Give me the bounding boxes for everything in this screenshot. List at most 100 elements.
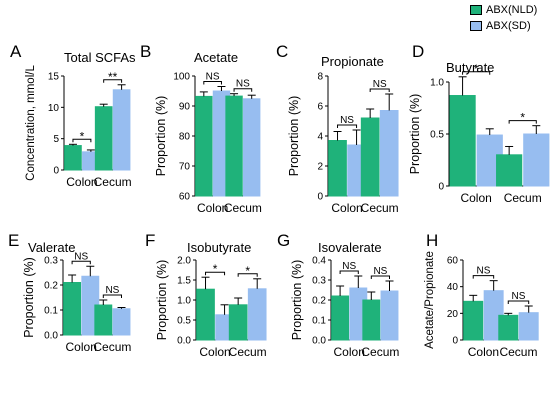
significance-bracket xyxy=(103,79,123,83)
significance-bracket xyxy=(233,88,253,92)
y-axis-label: Concentration, mmol/L xyxy=(25,65,37,181)
significance-label: ** xyxy=(108,70,118,84)
y-tick-label: 0.3 xyxy=(312,276,326,287)
y-tick-label: 70 xyxy=(179,162,191,173)
panel-title: Isobutyrate xyxy=(187,240,251,255)
bar xyxy=(63,282,82,336)
y-tick-label: 0.5 xyxy=(430,130,444,141)
significance-label: NS xyxy=(342,261,356,272)
panel-g: G Isovalerate 0.0 0.1 0.2 0.3 0.4 Proportion (%… xyxy=(277,231,399,359)
bar xyxy=(498,314,519,341)
bar xyxy=(196,288,215,341)
x-tick-label: Colon xyxy=(199,345,230,359)
y-tick-label: 0.1 xyxy=(44,306,58,317)
y-tick-label: 10 xyxy=(48,103,60,114)
y-tick-label: 0.4 xyxy=(312,256,326,267)
x-tick-label: Cecum xyxy=(94,175,132,189)
y-tick-label: 8 xyxy=(317,72,323,83)
bar xyxy=(331,295,350,341)
x-tick-label: Colon xyxy=(334,345,365,359)
y-tick-label: 0 xyxy=(53,166,59,177)
y-tick-label: 0.2 xyxy=(44,281,58,292)
legend-label-sd: ABX(SD) xyxy=(486,20,531,32)
y-axis-label: Proportion (%) xyxy=(287,96,301,177)
x-tick-label: Colon xyxy=(197,201,228,215)
panel-h: H 0 20 40 60 Acetate/Propionate NS Colon NS Cecum xyxy=(424,231,539,359)
bar xyxy=(64,145,82,171)
y-tick-label: 2.0 xyxy=(177,256,191,267)
panel-letter: B xyxy=(140,42,151,61)
x-tick-label: Colon xyxy=(66,340,97,354)
bar xyxy=(112,308,131,336)
panel-a: A Total SCFAs 0 5 10 15 Concentration, mmol/L *… xyxy=(10,42,136,189)
y-tick-label: 0.0 xyxy=(44,331,58,342)
x-tick-label: Cecum xyxy=(229,345,267,359)
bar xyxy=(228,304,248,341)
bar xyxy=(94,304,113,336)
y-tick-label: 1.5 xyxy=(177,276,191,287)
significance-label: * xyxy=(474,62,479,76)
legend-swatch-sd xyxy=(470,21,482,31)
panel-c: C Propionate 0 2 4 6 8 Proportion (%) NS Colon NS C… xyxy=(276,42,399,215)
legend-item-sd: ABX(SD) xyxy=(470,19,537,33)
bar xyxy=(225,95,243,197)
bar xyxy=(523,133,550,187)
bar xyxy=(518,312,539,341)
x-tick-label: Cecum xyxy=(504,191,542,205)
bar xyxy=(328,140,347,197)
y-tick-label: 1.0 xyxy=(430,78,444,89)
panel-title: Isovalerate xyxy=(318,240,382,255)
y-axis-label: Proportion (%) xyxy=(290,260,304,341)
y-tick-label: 0.1 xyxy=(312,316,326,327)
bar xyxy=(379,110,399,197)
panel-title: Total SCFAs xyxy=(64,50,136,65)
significance-bracket xyxy=(508,120,537,124)
y-tick-label: 80 xyxy=(179,132,191,143)
y-tick-label: 1.0 xyxy=(177,296,191,307)
significance-bracket xyxy=(337,124,358,128)
x-tick-label: Colon xyxy=(460,191,491,205)
significance-label: NS xyxy=(105,285,119,296)
bar xyxy=(243,98,261,197)
bar xyxy=(112,89,131,171)
significance-bracket xyxy=(369,88,390,92)
panel-b: B Acetate 60 70 80 90 100 Proportion (%) NS Colon… xyxy=(140,42,262,215)
y-axis-label: Proportion (%) xyxy=(22,257,36,338)
y-tick-label: 6 xyxy=(317,102,323,113)
x-tick-label: Cecum xyxy=(361,201,399,215)
significance-bracket xyxy=(237,273,258,277)
y-tick-label: 0 xyxy=(317,192,323,203)
bar xyxy=(496,154,523,187)
y-tick-label: 0 xyxy=(452,336,458,347)
y-tick-label: 0.2 xyxy=(312,296,326,307)
significance-label: * xyxy=(213,262,218,276)
y-tick-label: 4 xyxy=(317,132,323,143)
x-tick-label: Cecum xyxy=(93,340,131,354)
x-tick-label: Cecum xyxy=(361,345,399,359)
y-axis-label: Acetate/Propionate xyxy=(424,251,436,349)
panel-title: Propionate xyxy=(321,54,384,69)
significance-bracket xyxy=(462,71,491,75)
y-tick-label: 2 xyxy=(317,162,323,173)
legend-label-nld: ABX(NLD) xyxy=(486,4,538,16)
y-tick-label: 40 xyxy=(447,282,459,293)
y-tick-label: 90 xyxy=(179,102,191,113)
y-tick-label: 100 xyxy=(173,72,190,83)
panel-letter: C xyxy=(276,42,288,61)
panel-f: F Isobutyrate 0.0 0.5 1.0 1.5 2.0 Proportion (%… xyxy=(145,231,267,359)
y-axis-label: Proportion (%) xyxy=(154,96,168,177)
x-tick-label: Colon xyxy=(331,201,362,215)
significance-label: * xyxy=(245,264,250,278)
significance-bracket xyxy=(370,275,390,279)
significance-label: NS xyxy=(206,72,220,83)
x-tick-label: Cecum xyxy=(224,201,262,215)
bar xyxy=(362,299,381,341)
panel-letter: E xyxy=(8,231,19,250)
panel-d: D Butyrate 0 0.5 1.0 Proportion (%) * Colon * Cec… xyxy=(408,42,550,205)
y-tick-label: 60 xyxy=(179,192,191,203)
y-tick-label: 20 xyxy=(447,309,459,320)
significance-bracket xyxy=(507,300,530,304)
significance-bracket xyxy=(102,294,122,298)
bar xyxy=(195,95,213,197)
